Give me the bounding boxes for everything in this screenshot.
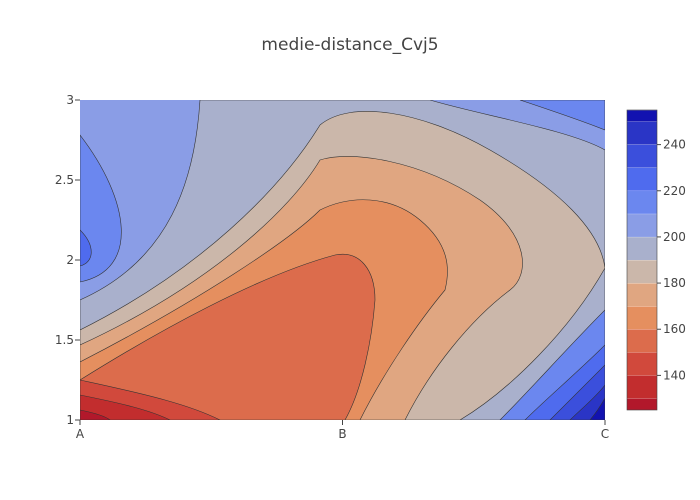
colorbar-swatch — [627, 329, 657, 353]
contour-corner-band-250 — [589, 397, 605, 420]
plot-area — [80, 100, 605, 420]
contour-band-125-130 — [80, 409, 111, 420]
colorbar-tick-label: 200 — [663, 230, 686, 244]
colorbar-swatch — [627, 306, 657, 330]
colorbar-swatch — [627, 167, 657, 191]
colorbar-tick-label: 180 — [663, 276, 686, 290]
colorbar-tick-label: 160 — [663, 322, 686, 336]
colorbar-swatch — [627, 352, 657, 376]
x-tick-label: C — [601, 427, 609, 441]
colorbar-swatch — [627, 213, 657, 237]
colorbar: 140 160 180 200 220 240 — [626, 109, 686, 411]
contour-corner-band-240 — [569, 384, 605, 420]
colorbar-swatch — [627, 398, 657, 410]
chart-title: medie-distance_Cvj5 — [261, 35, 439, 55]
colorbar-swatch — [627, 121, 657, 145]
colorbar-swatch — [627, 375, 657, 399]
contour-band-150-160 — [80, 253, 376, 420]
colorbar-swatch — [627, 260, 657, 284]
axes: A B C 1 1.5 2 2.5 3 — [55, 93, 609, 441]
y-tick-label: 3 — [66, 93, 74, 107]
contour-band-top-right-210 — [519, 100, 605, 131]
colorbar-swatch — [627, 110, 657, 122]
contour-band-130-140 — [80, 394, 171, 420]
colorbar-tick-label: 240 — [663, 138, 686, 152]
x-tick-label: B — [338, 427, 346, 441]
colorbar-tick-label: 220 — [663, 184, 686, 198]
colorbar-swatch — [627, 144, 657, 168]
y-tick-label: 1 — [66, 413, 74, 427]
x-tick-label: A — [76, 427, 85, 441]
contour-band-220-230 — [80, 229, 92, 267]
y-tick-label: 2.5 — [55, 173, 74, 187]
colorbar-swatch — [627, 236, 657, 260]
colorbar-swatch — [627, 190, 657, 214]
colorbar-tick-label: 140 — [663, 368, 686, 382]
y-tick-label: 2 — [66, 253, 74, 267]
colorbar-swatch — [627, 283, 657, 307]
y-tick-label: 1.5 — [55, 333, 74, 347]
colorbar-frame — [626, 109, 658, 411]
